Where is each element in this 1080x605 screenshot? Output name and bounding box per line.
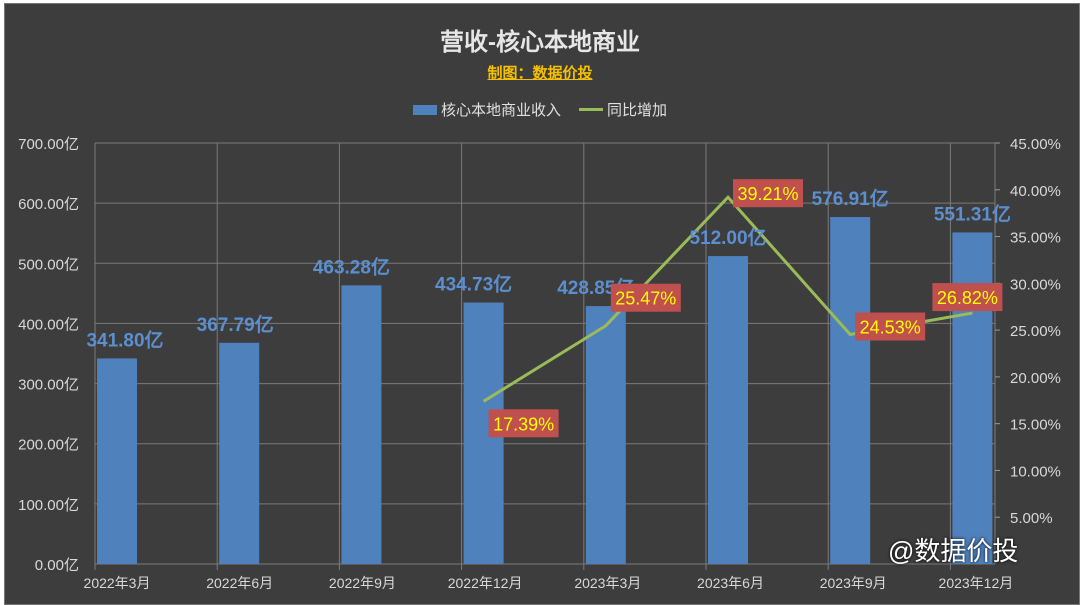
bar-data-label: 463.28亿	[313, 255, 390, 278]
bar-2023年3月	[585, 306, 626, 564]
y-left-tick-label: 200.00亿	[18, 437, 79, 454]
chart-title: 营收-核心本地商业	[440, 29, 640, 56]
legend-bar-swatch	[412, 104, 437, 115]
line-data-label: 24.53%	[860, 318, 921, 338]
line-label-box	[733, 179, 803, 208]
y-right-tick-label: 30.00%	[1010, 276, 1061, 293]
subtitle-text: 制图：数据价投	[487, 65, 593, 82]
bar-2022年9月	[341, 285, 382, 564]
y-right-tick-label: 45.00%	[1010, 136, 1061, 153]
x-tick-label: 2022年6月	[206, 575, 273, 591]
legend-item-revenue: 核心本地商业收入	[412, 99, 561, 120]
chart-area	[4, 3, 1080, 605]
y-left-tick-label: 300.00亿	[18, 377, 79, 394]
x-tick-label: 2022年12月	[448, 575, 523, 591]
x-tick-label: 2023年3月	[574, 575, 641, 591]
bar-data-label: 367.79亿	[197, 313, 274, 336]
bar-data-label: 551.31亿	[934, 202, 1011, 225]
bar-2023年6月	[708, 256, 748, 564]
y-left-tick-label: 400.00亿	[18, 316, 79, 333]
y-right-tick-label: 35.00%	[1010, 230, 1061, 247]
y-right-tick-label: 40.00%	[1010, 183, 1061, 200]
bar-2022年6月	[219, 342, 260, 564]
x-tick-label: 2023年12月	[939, 575, 1014, 591]
bar-2022年3月	[97, 358, 137, 564]
line-data-label: 25.47%	[615, 289, 676, 309]
line-label-box	[932, 283, 1003, 312]
legend-label: 核心本地商业收入	[440, 102, 561, 119]
watermark: @数据价投	[888, 536, 1019, 566]
legend-item-yoy: 同比增加	[579, 99, 667, 120]
line-data-label: 17.39%	[493, 414, 554, 434]
bar-2023年9月	[830, 217, 871, 564]
y-right-tick-label: 25.00%	[1010, 323, 1061, 340]
bar-data-label: 434.73亿	[435, 273, 512, 296]
y-left-tick-label: 700.00亿	[18, 136, 79, 153]
chart-subtitle: 制图：数据价投	[0, 62, 1080, 83]
x-tick-label: 2022年3月	[84, 575, 151, 591]
legend-label: 同比增加	[607, 102, 668, 119]
bar-2023年12月	[952, 232, 993, 565]
line-data-label: 39.21%	[737, 184, 798, 204]
y-right-tick-label: 15.00%	[1010, 417, 1061, 434]
y-left-tick-label: 100.00亿	[18, 497, 79, 514]
x-tick-label: 2022年9月	[329, 575, 396, 591]
y-right-tick-label: 10.00%	[1010, 463, 1061, 480]
y-right-tick-label: 20.00%	[1010, 370, 1061, 387]
line-label-box	[610, 283, 681, 312]
line-label-box	[855, 312, 926, 341]
x-tick-label: 2023年6月	[697, 575, 764, 591]
bar-data-label: 512.00亿	[689, 226, 766, 249]
y-right-tick-label: 5.00%	[1010, 510, 1053, 527]
line-data-label: 26.82%	[937, 288, 998, 308]
y-left-tick-label: 600.00亿	[18, 196, 79, 213]
legend-line-swatch	[579, 108, 603, 111]
x-tick-label: 2023年9月	[820, 575, 887, 591]
line-label-box	[488, 409, 559, 438]
y-left-tick-label: 0.00亿	[35, 557, 79, 574]
legend: 核心本地商业收入 同比增加	[0, 99, 1080, 120]
bar-data-label: 576.91亿	[812, 187, 889, 210]
y-left-tick-label: 500.00亿	[18, 256, 79, 273]
bar-data-label: 341.80亿	[86, 328, 163, 351]
